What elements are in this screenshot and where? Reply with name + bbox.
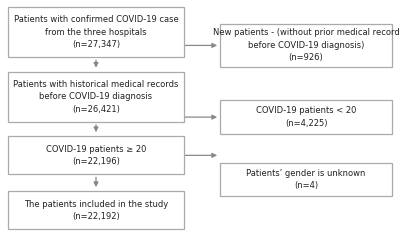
Text: New patients - (without prior medical record
before COVID-19 diagnosis)
(n=926): New patients - (without prior medical re… (213, 28, 399, 62)
Text: COVID-19 patients ≥ 20
(n=22,196): COVID-19 patients ≥ 20 (n=22,196) (46, 145, 146, 166)
Text: Patients with confirmed COVID-19 case
from the three hospitals
(n=27,347): Patients with confirmed COVID-19 case fr… (14, 15, 178, 49)
Text: Patients with historical medical records
before COVID-19 diagnosis
(n=26,421): Patients with historical medical records… (13, 80, 179, 114)
FancyBboxPatch shape (8, 191, 184, 229)
FancyBboxPatch shape (8, 72, 184, 122)
FancyBboxPatch shape (8, 136, 184, 174)
FancyBboxPatch shape (220, 24, 392, 67)
FancyBboxPatch shape (220, 163, 392, 196)
Text: Patients’ gender is unknown
(n=4): Patients’ gender is unknown (n=4) (246, 168, 366, 190)
FancyBboxPatch shape (8, 7, 184, 57)
FancyBboxPatch shape (220, 100, 392, 134)
Text: The patients included in the study
(n=22,192): The patients included in the study (n=22… (24, 200, 168, 221)
Text: COVID-19 patients < 20
(n=4,225): COVID-19 patients < 20 (n=4,225) (256, 106, 356, 128)
